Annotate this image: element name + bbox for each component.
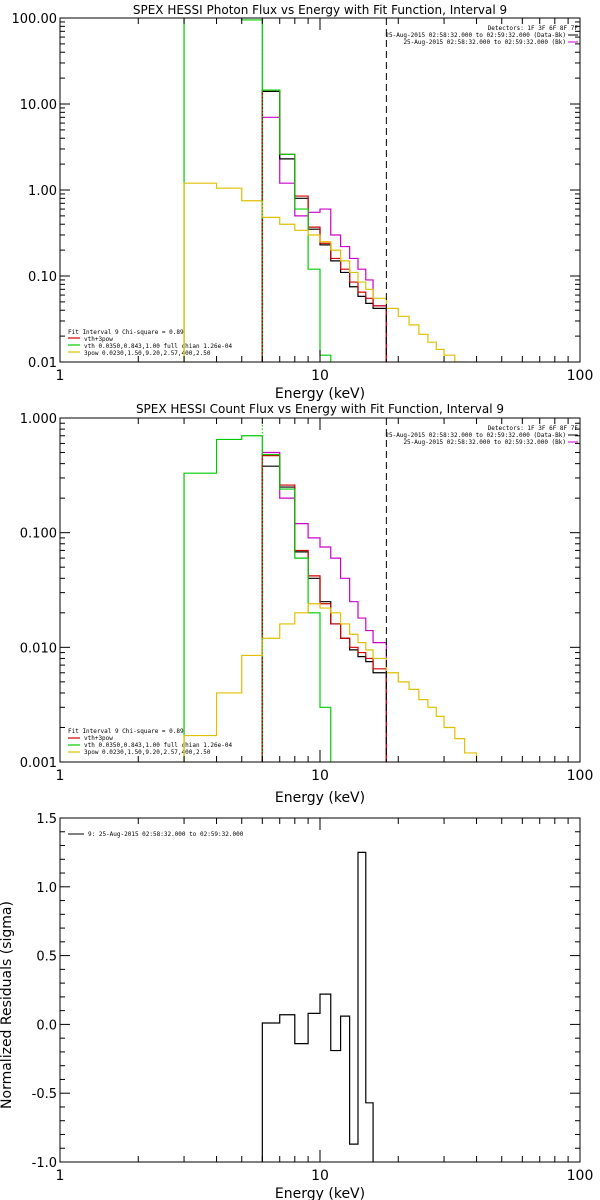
photon-flux-y-tick-label-5: 100.00 bbox=[12, 12, 58, 27]
photon-flux-legend-line-2: vth+3pow bbox=[84, 336, 113, 343]
photon-flux-legend-line-3: vth 0.0350,0.843,1.00 full chian 1.26e-0… bbox=[84, 343, 232, 350]
photon-flux-panel: SPEX HESSI Photon Flux vs Energy with Fi… bbox=[68, 3, 578, 402]
count-flux-header-line-3: 25-Aug-2015 02:58:32.000 to 02:59:32.000… bbox=[403, 439, 566, 446]
photon-flux-header-line-3: 25-Aug-2015 02:58:32.000 to 02:59:32.000… bbox=[403, 39, 566, 46]
count-flux-header-line-1: Detectors: 1F 3F 6F 8F 7F bbox=[488, 425, 579, 432]
count-flux-legend-line-4: 3pow 0.0230,1.50,9.20,2.57,400,2.50 bbox=[84, 749, 211, 756]
photon-flux-series-black bbox=[261, 90, 387, 362]
residuals-y-tick-label-2: -0.5 bbox=[32, 1087, 57, 1102]
photon-flux-x-tick-label-3: 100 bbox=[567, 368, 594, 384]
photon-flux-series-red bbox=[261, 89, 387, 362]
photon-flux-y-tick-label-3: 1.00 bbox=[28, 184, 57, 199]
count-flux-legend-line-1: Fit Interval 9 Chi-square = 0.89 bbox=[68, 728, 184, 735]
count-flux-legend-line-2: vth+3pow bbox=[84, 735, 113, 742]
residuals-panel: 9: 25-Aug-2015 02:58:32.000 to 02:59:32.… bbox=[0, 831, 365, 1200]
photon-flux-x-axis-label: Energy (keV) bbox=[275, 386, 365, 402]
count-flux-x-tick-label-2: 10 bbox=[311, 768, 329, 784]
residuals-legend-line-1: 9: 25-Aug-2015 02:58:32.000 to 02:59:32.… bbox=[88, 831, 244, 838]
photon-flux-series-yellow bbox=[183, 182, 466, 362]
residuals-x-axis-label: Energy (keV) bbox=[275, 1186, 365, 1200]
count-flux-title: SPEX HESSI Count Flux vs Energy with Fit… bbox=[136, 402, 504, 416]
count-flux-x-tick-label-3: 100 bbox=[567, 768, 594, 784]
photon-flux-series-magenta bbox=[261, 116, 387, 362]
residuals-series-black bbox=[261, 851, 374, 1162]
count-flux-series-green bbox=[183, 435, 332, 762]
residuals-x-tick-label-1: 1 bbox=[56, 1168, 65, 1184]
residuals-plot-frame bbox=[59, 817, 581, 1163]
photon-flux-y-tick-label-4: 10.00 bbox=[20, 98, 57, 113]
photon-flux-x-tick-label-2: 10 bbox=[311, 368, 329, 384]
count-flux-series-magenta bbox=[261, 451, 387, 762]
photon-flux-x-tick-label-1: 1 bbox=[56, 368, 65, 384]
count-flux-panel: SPEX HESSI Count Flux vs Energy with Fit… bbox=[68, 402, 578, 806]
count-flux-series-black bbox=[261, 465, 387, 762]
residuals-y-tick-label-3: 0.0 bbox=[36, 1018, 57, 1033]
residuals-y-tick-label-6: 1.5 bbox=[36, 812, 57, 827]
count-flux-y-tick-label-1: 0.001 bbox=[20, 756, 57, 771]
residuals-y-tick-label-5: 1.0 bbox=[36, 881, 57, 896]
photon-flux-y-tick-label-1: 0.01 bbox=[28, 356, 57, 371]
count-flux-header-line-2: 25-Aug-2015 02:58:32.000 to 02:59:32.000… bbox=[385, 432, 566, 439]
count-flux-y-tick-label-3: 0.100 bbox=[20, 527, 57, 542]
count-flux-x-tick-label-1: 1 bbox=[56, 768, 65, 784]
count-flux-series-yellow bbox=[183, 603, 478, 762]
residuals-x-tick-label-3: 100 bbox=[567, 1168, 594, 1184]
count-flux-x-axis-label: Energy (keV) bbox=[275, 790, 365, 806]
photon-flux-title: SPEX HESSI Photon Flux vs Energy with Fi… bbox=[133, 3, 507, 17]
photon-flux-header-line-1: Detectors: 1F 3F 6F 8F 7F bbox=[488, 25, 579, 32]
photon-flux-header-line-2: 25-Aug-2015 02:58:32.000 to 02:59:32.000… bbox=[385, 32, 566, 39]
photon-flux-series-green bbox=[183, 18, 332, 362]
count-flux-y-tick-label-4: 1.000 bbox=[20, 412, 57, 427]
photon-flux-y-tick-label-2: 0.10 bbox=[28, 270, 57, 285]
residuals-y-tick-label-1: -1.0 bbox=[32, 1156, 57, 1171]
photon-flux-legend-line-4: 3pow 0.0230,1.50,9.20,2.57,400,2.50 bbox=[84, 350, 211, 357]
residuals-y-tick-label-4: 0.5 bbox=[36, 950, 57, 965]
residuals-x-tick-label-2: 10 bbox=[311, 1168, 329, 1184]
residuals-y-axis-label: Normalized Residuals (sigma) bbox=[0, 901, 15, 1109]
count-flux-y-tick-label-2: 0.010 bbox=[20, 641, 57, 656]
photon-flux-legend-line-1: Fit Interval 9 Chi-square = 0.89 bbox=[68, 329, 184, 336]
count-flux-legend-line-3: vth 0.0350,0.843,1.00 full chian 1.26e-0… bbox=[84, 742, 232, 749]
count-flux-series-red bbox=[261, 455, 387, 762]
